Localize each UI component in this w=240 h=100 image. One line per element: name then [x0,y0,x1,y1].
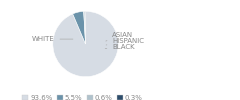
Text: WHITE: WHITE [32,36,73,42]
Wedge shape [73,11,85,44]
Wedge shape [53,11,118,77]
Legend: 93.6%, 5.5%, 0.6%, 0.3%: 93.6%, 5.5%, 0.6%, 0.3% [20,92,145,100]
Text: HISPANIC: HISPANIC [106,38,144,45]
Wedge shape [84,11,85,44]
Text: BLACK: BLACK [105,44,135,50]
Text: ASIAN: ASIAN [106,32,133,41]
